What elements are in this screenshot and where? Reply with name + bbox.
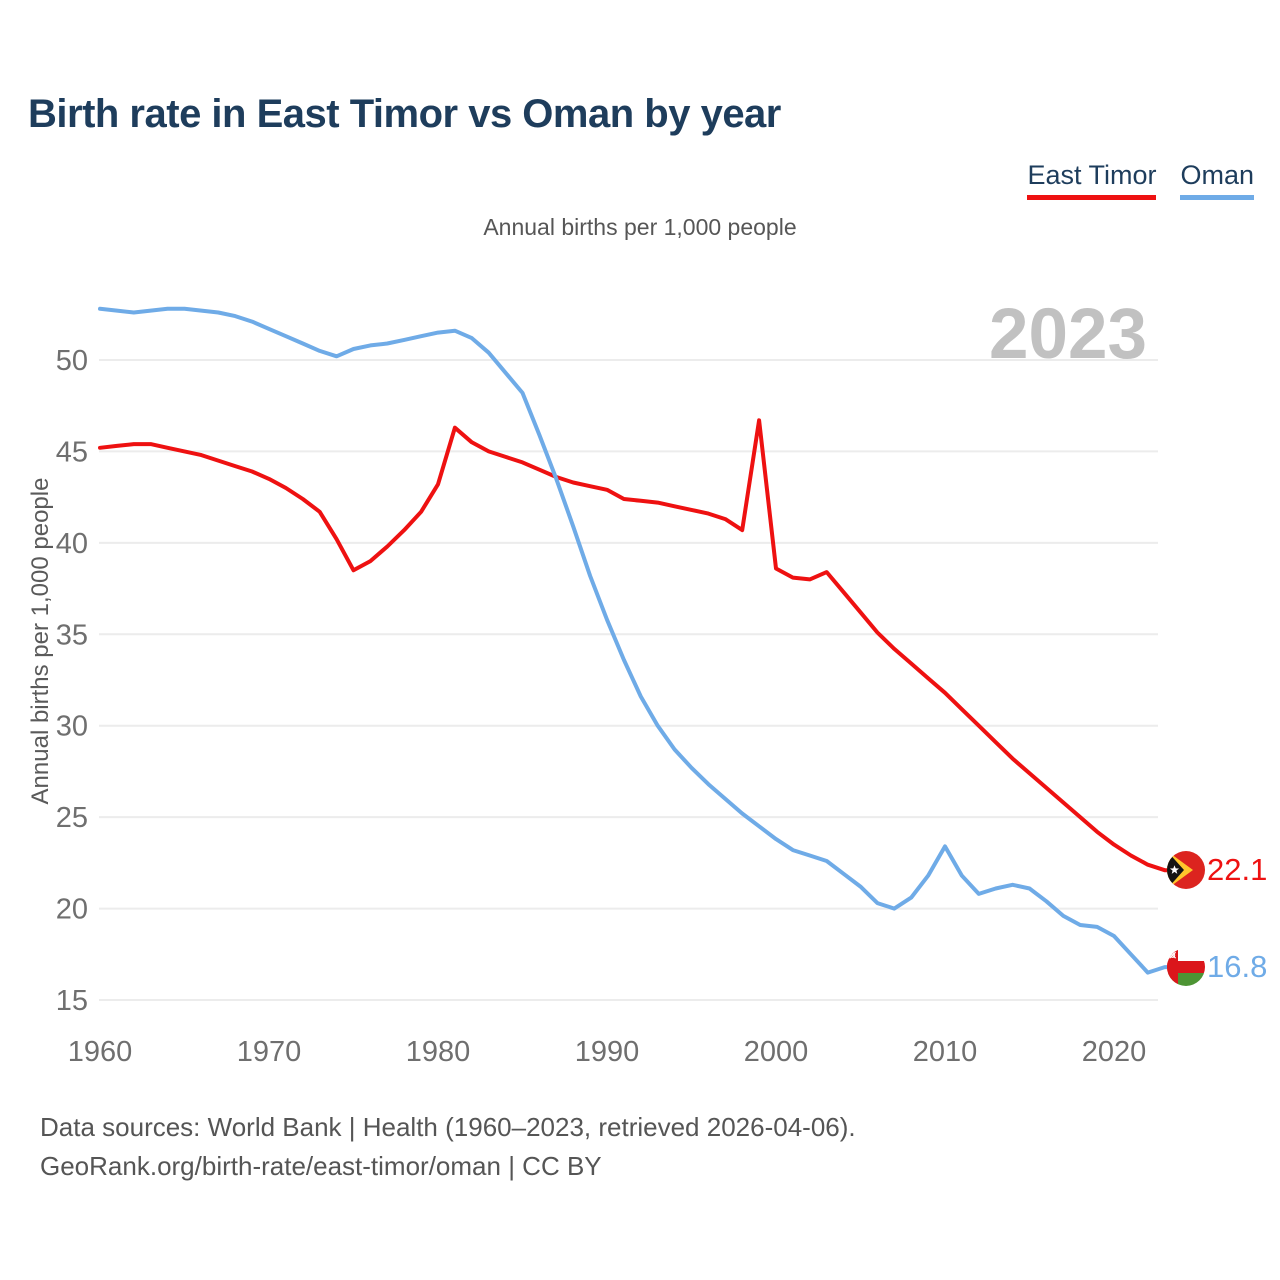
east-timor-end-value: 22.1	[1207, 852, 1268, 888]
svg-text:45: 45	[56, 436, 88, 468]
east-timor-flag-icon	[1167, 851, 1205, 890]
attribution-line: GeoRank.org/birth-rate/east-timor/oman |…	[40, 1151, 602, 1181]
svg-text:35: 35	[56, 619, 88, 651]
svg-text:1970: 1970	[237, 1036, 302, 1068]
x-axis-tick-labels: 1960 1970 1980 1990 2000 2010 2020	[68, 1036, 1147, 1068]
svg-text:20: 20	[56, 894, 88, 926]
svg-text:1990: 1990	[575, 1036, 640, 1068]
footer: Data sources: World Bank | Health (1960–…	[40, 1108, 856, 1186]
svg-text:15: 15	[56, 985, 88, 1017]
svg-text:50: 50	[56, 345, 88, 377]
oman-end-value: 16.8	[1207, 949, 1268, 985]
svg-text:30: 30	[56, 711, 88, 743]
y-axis-tick-labels: 15 20 25 30 35 40 45 50	[56, 345, 88, 1017]
data-sources-line: Data sources: World Bank | Health (1960–…	[40, 1112, 856, 1142]
svg-text:2020: 2020	[1082, 1036, 1147, 1068]
chart-subtitle: Annual births per 1,000 people	[483, 214, 797, 240]
legend-item-oman[interactable]: Oman	[1180, 160, 1254, 200]
data-series-lines	[98, 306, 1175, 975]
oman-flag-icon	[1167, 948, 1205, 987]
legend-item-east-timor[interactable]: East Timor	[1027, 160, 1157, 200]
svg-text:1980: 1980	[406, 1036, 471, 1068]
svg-text:2000: 2000	[744, 1036, 809, 1068]
gridlines	[99, 359, 1158, 1001]
svg-text:1960: 1960	[68, 1036, 133, 1068]
svg-text:25: 25	[56, 802, 88, 834]
legend: East Timor Oman	[1027, 160, 1254, 200]
y-axis-label: Annual births per 1,000 people	[27, 477, 54, 805]
svg-text:2010: 2010	[913, 1036, 978, 1068]
svg-text:40: 40	[56, 528, 88, 560]
page-title: Birth rate in East Timor vs Oman by year	[28, 92, 781, 136]
watermark-year: 2023	[989, 295, 1147, 374]
